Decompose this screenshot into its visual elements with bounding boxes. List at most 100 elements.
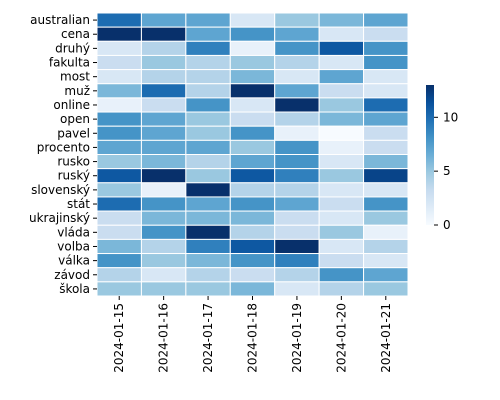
heatmap-cell [140, 69, 187, 85]
heatmap-cell [140, 54, 187, 71]
heatmap-cell [318, 281, 365, 297]
heatmap-cell [185, 139, 231, 156]
heatmap-cell [140, 182, 187, 198]
heatmap-cell [185, 97, 231, 113]
y-tick-label: rusko [57, 155, 90, 169]
heatmap-cell [96, 154, 142, 170]
y-tick-label: ukrajinský [29, 211, 90, 225]
heatmap-cell [185, 69, 231, 85]
heatmap-cell [229, 69, 276, 85]
heatmap-cell [140, 267, 187, 283]
heatmap-cell [318, 182, 365, 198]
heatmap-cell [363, 267, 409, 283]
heatmap-cell [96, 83, 142, 99]
heatmap-cell [363, 69, 409, 85]
heatmap-cell [274, 238, 320, 255]
heatmap-cell [363, 125, 409, 141]
heatmap-cell [274, 168, 320, 184]
heatmap-cell [229, 154, 276, 170]
heatmap-cell [229, 40, 276, 56]
heatmap-cell [96, 97, 142, 113]
heatmap-cell [318, 26, 365, 42]
heatmap-cell [185, 125, 231, 141]
y-tick-label: slovenský [31, 183, 90, 197]
heatmap-cell [318, 267, 365, 283]
heatmap-cell [318, 125, 365, 141]
heatmap-cell [274, 253, 320, 269]
heatmap-cell [274, 40, 320, 56]
heatmap-cell [274, 139, 320, 156]
heatmap-cell [229, 267, 276, 283]
heatmap-cell [274, 267, 320, 283]
heatmap-cell [318, 168, 365, 184]
heatmap-cell [229, 196, 276, 212]
heatmap-cell [185, 168, 231, 184]
heatmap-cell [274, 125, 320, 141]
heatmap-cell [229, 125, 276, 141]
heatmap-cell [229, 111, 276, 127]
x-tick-label: 2024-01-16 [157, 303, 171, 373]
heatmap-cell [229, 97, 276, 113]
heatmap-cell [140, 281, 187, 297]
heatmap-cell [363, 54, 409, 71]
heatmap-cell [96, 54, 142, 71]
heatmap-cell [274, 281, 320, 297]
heatmap-cell [140, 83, 187, 99]
heatmap-cell [274, 83, 320, 99]
x-tick-label: 2024-01-19 [290, 303, 304, 373]
heatmap-cell [274, 182, 320, 198]
heatmap-cell [318, 83, 365, 99]
heatmap-cell [96, 168, 142, 184]
heatmap-cell [185, 54, 231, 71]
heatmap-cell [96, 139, 142, 156]
heatmap-cell [140, 210, 187, 226]
heatmap-cell [229, 168, 276, 184]
heatmap-cell [363, 97, 409, 113]
heatmap-cell [363, 26, 409, 42]
heatmap-cell [274, 210, 320, 226]
heatmap-cell [185, 154, 231, 170]
y-tick-label: druhý [55, 41, 90, 55]
heatmap-cell [96, 69, 142, 85]
heatmap-cell [185, 111, 231, 127]
heatmap-cell [229, 12, 276, 28]
heatmap-cell [185, 26, 231, 42]
heatmap-cell [274, 26, 320, 42]
heatmap-cell [96, 281, 142, 297]
y-tick-label: pavel [57, 126, 90, 140]
heatmap-cell [140, 224, 187, 240]
heatmap-cell [363, 40, 409, 56]
heatmap-cell [140, 111, 187, 127]
heatmap-cell [185, 224, 231, 240]
heatmap-cell [140, 40, 187, 56]
heatmap-cell [363, 182, 409, 198]
heatmap-cell [96, 224, 142, 240]
heatmap-cell [140, 168, 187, 184]
x-axis: 2024-01-15 2024-01-16 2024-01-17 2024-01-18… [112, 296, 393, 373]
heatmap-cell [140, 97, 187, 113]
heatmap-cell [274, 12, 320, 28]
y-axis: australiancenadruhýfakultamostmužonlineo… [29, 13, 97, 296]
colorbar-tick-label: 5 [443, 164, 451, 178]
heatmap-cell [318, 253, 365, 269]
heatmap-cell [274, 54, 320, 71]
heatmap-cell [318, 69, 365, 85]
y-tick-label: fakulta [49, 56, 90, 70]
heatmap-cell [185, 40, 231, 56]
colorbar: 0 5 10 [426, 85, 458, 232]
y-tick-label: open [60, 112, 90, 126]
heatmap-cell [185, 83, 231, 99]
heatmap-cell [363, 139, 409, 156]
heatmap-cell [96, 210, 142, 226]
y-tick-label: vláda [57, 225, 90, 239]
heatmap-cell [229, 210, 276, 226]
heatmap-cell [318, 97, 365, 113]
heatmap-cell [229, 238, 276, 255]
heatmap-cell [185, 281, 231, 297]
y-tick-label: závod [54, 268, 90, 282]
heatmap-cell [363, 224, 409, 240]
heatmap-cell [140, 196, 187, 212]
heatmap-cell [185, 210, 231, 226]
heatmap-cell [363, 238, 409, 255]
heatmap-cell [229, 281, 276, 297]
